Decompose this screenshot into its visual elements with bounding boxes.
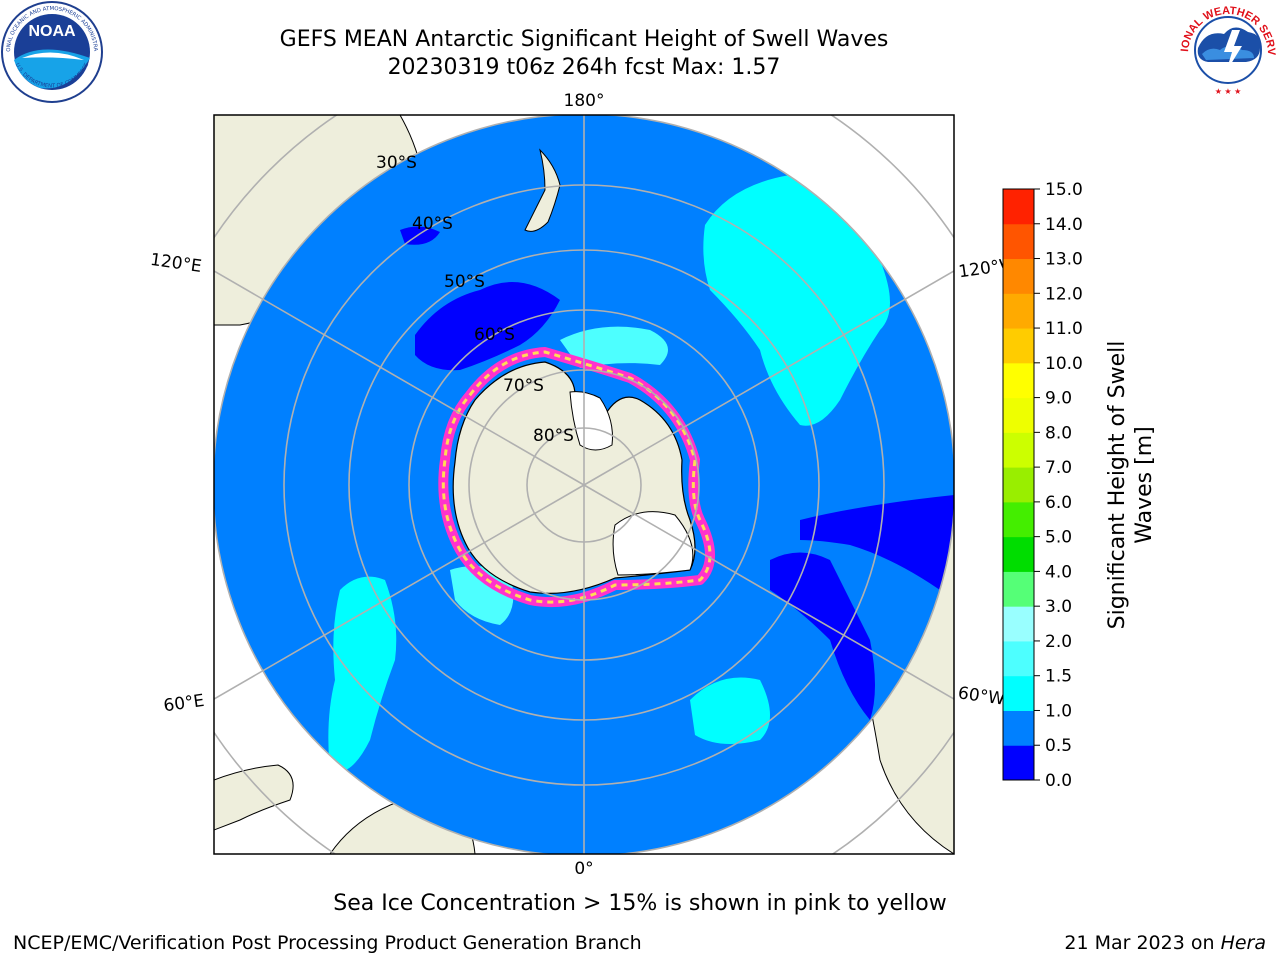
- colorbar-cell: [1003, 328, 1034, 364]
- credit-date-text: 21 Mar 2023 on: [1064, 932, 1221, 954]
- lat-label-30s: 30°S: [376, 153, 417, 173]
- colorbar-tick-label: 9.0: [1045, 389, 1072, 409]
- national-weather-service-logo: NATIONAL WEATHER SERVICE ★ ★ ★: [1176, 0, 1277, 97]
- svg-text:★ ★ ★: ★ ★ ★: [1215, 87, 1242, 96]
- map-frame: [213, 114, 955, 855]
- colorbar-cell: [1003, 640, 1034, 677]
- colorbar-tick-label: 5.0: [1045, 528, 1072, 548]
- lat-label-50s: 50°S: [444, 272, 485, 292]
- colorbar-cell: [1003, 675, 1034, 711]
- colorbar-tick-label: 3.0: [1045, 597, 1072, 617]
- colorbar-tick-label: 2.0: [1045, 632, 1072, 652]
- colorbar-cell: [1003, 223, 1034, 260]
- colorbar-tick-label: 14.0: [1045, 215, 1083, 235]
- colorbar-tick-label: 11.0: [1045, 319, 1083, 339]
- swell-mid-area-indian: [328, 576, 397, 772]
- colorbar-cell: [1003, 189, 1034, 225]
- colorbar-tick-label: 4.0: [1045, 562, 1072, 582]
- swell-mid-area-south-atlantic: [690, 677, 770, 744]
- land-africa: [214, 764, 294, 831]
- colorbar-cell: [1003, 467, 1034, 503]
- colorbar-tick-label: 0.5: [1045, 736, 1072, 756]
- ice-shelf-ross: [569, 391, 613, 451]
- sea-ice-note: Sea Ice Concentration > 15% is shown in …: [333, 891, 947, 916]
- lat-label-80s: 80°S: [533, 426, 574, 446]
- colorbar-label-line2: Waves [m]: [1132, 426, 1157, 543]
- chart-subtitle: 20230319 t06z 264h fcst Max: 1.57: [387, 55, 781, 80]
- colorbar-tick-label: 15.0: [1045, 180, 1083, 200]
- colorbar-tick-label: 1.0: [1045, 701, 1072, 721]
- lon-label-180: 180°: [564, 91, 605, 111]
- colorbar-tick-label: 6.0: [1045, 493, 1072, 513]
- credit-branch: NCEP/EMC/Verification Post Processing Pr…: [13, 932, 642, 954]
- colorbar-cell: [1003, 432, 1034, 468]
- credit-machine: Hera: [1220, 932, 1266, 954]
- colorbar-cell: [1003, 745, 1034, 781]
- colorbar-cell: [1003, 397, 1034, 433]
- lon-label-0: 0°: [574, 859, 593, 879]
- colorbar-cell: [1003, 536, 1034, 572]
- colorbar-tick-label: 7.0: [1045, 458, 1072, 478]
- colorbar-tick-label: 0.0: [1045, 771, 1072, 791]
- swell-low-area-indian: [415, 282, 560, 371]
- colorbar-tick-label: 1.5: [1045, 667, 1072, 687]
- land-pacific-corner: [840, 115, 954, 240]
- sea-ice-edge: [441, 350, 712, 604]
- lat-label-40s: 40°S: [412, 214, 453, 234]
- colorbar-tick-label: 8.0: [1045, 423, 1072, 443]
- chart-title: GEFS MEAN Antarctic Significant Height o…: [279, 27, 889, 52]
- colorbar-label-line1: Significant Height of Swell: [1105, 341, 1130, 630]
- noaa-logo: NOAA NATIONAL OCEANIC AND ATMOSPHERIC AD…: [0, 0, 103, 103]
- noaa-logo-text: NOAA: [28, 23, 76, 40]
- colorbar-cells: [1003, 189, 1034, 781]
- swell-mid-area-pacific: [703, 175, 890, 426]
- colorbar-cell: [1003, 258, 1034, 294]
- land-new-zealand: [524, 148, 561, 232]
- colorbar-tick-label: 12.0: [1045, 284, 1083, 304]
- swell-mid-area-ross: [560, 326, 668, 368]
- colorbar-ticks: 0.0 0.5 1.0 1.5 2.0 3.0 4.0 5.0 6.0 7.0 8.0 9.0 10.0…: [1034, 180, 1083, 791]
- colorbar-cell: [1003, 710, 1034, 746]
- lat-label-70s: 70°S: [503, 376, 544, 396]
- swell-low-area-atlantic: [770, 552, 875, 720]
- colorbar-cell: [1003, 571, 1034, 607]
- colorbar-frame: [1002, 188, 1035, 781]
- credit-date: 21 Mar 2023 on Hera: [1064, 932, 1266, 954]
- lat-label-60s: 60°S: [474, 325, 515, 345]
- colorbar-cell: [1003, 606, 1034, 642]
- colorbar-cell: [1003, 293, 1034, 329]
- colorbar-tick-label: 10.0: [1045, 354, 1083, 374]
- graticule: [214, 115, 954, 854]
- colorbar-cell: [1003, 501, 1034, 538]
- colorbar-tick-label: 13.0: [1045, 250, 1083, 270]
- colorbar-cell: [1003, 362, 1034, 399]
